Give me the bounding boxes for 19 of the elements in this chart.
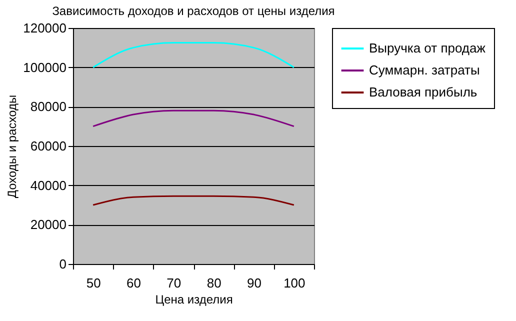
x-tick-label: 50: [86, 276, 101, 290]
x-tick-label: 100: [284, 276, 306, 290]
y-tick-label: 120000: [23, 20, 66, 36]
y-tick-label: 80000: [30, 99, 66, 114]
y-axis-title: Доходы и расходы: [5, 94, 20, 198]
y-tick-label: 0: [59, 256, 66, 272]
legend-label: Валовая прибыль: [369, 84, 478, 100]
chart-title: Зависимость доходов и расходов от цены изделия: [52, 4, 335, 18]
x-tick-label: 70: [166, 276, 182, 290]
legend-label: Суммарн. затраты: [369, 62, 480, 78]
y-tick-label: 20000: [30, 217, 66, 232]
legend-label: Выручка от продаж: [369, 40, 486, 56]
x-tick-label: 60: [126, 276, 141, 290]
x-tick-label: 80: [206, 276, 222, 290]
x-axis-title: Цена изделия: [155, 292, 233, 306]
y-tick-label: 60000: [30, 138, 66, 154]
y-tick-label: 100000: [23, 60, 66, 75]
y-tick-label: 40000: [30, 178, 66, 193]
x-tick-label: 90: [247, 276, 262, 290]
